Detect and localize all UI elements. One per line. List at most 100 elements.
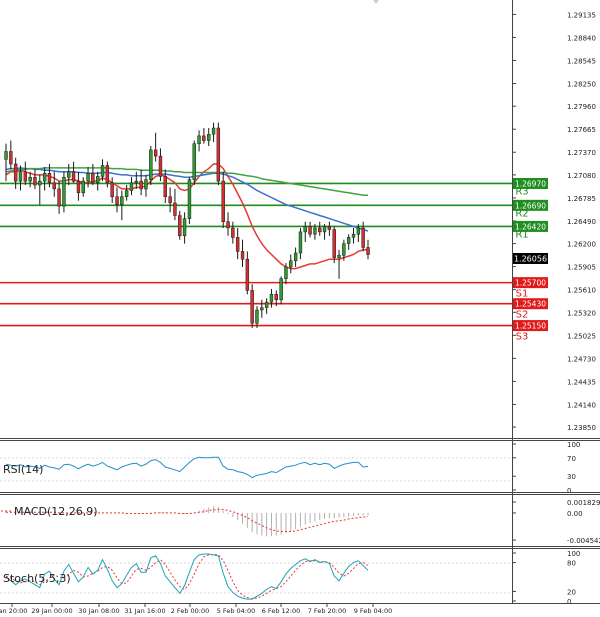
time-tick-label: Jan 20:00 <box>0 607 27 615</box>
price-tick-label: 1.25905 <box>567 264 596 272</box>
rsi-label: RSI(14) <box>3 463 43 476</box>
price-tick-label: 1.24730 <box>567 355 596 363</box>
level-tag-r3 <box>513 177 548 189</box>
price-tick-label: 1.25320 <box>567 309 596 317</box>
price-tick-label: 1.28840 <box>567 34 596 42</box>
time-tick-label: 31 Jan 16:00 <box>124 607 165 615</box>
candle-down <box>158 155 163 177</box>
candle-down <box>52 182 56 190</box>
level-tag-label-s1: 1.25700 <box>515 279 546 288</box>
pivot-levels: R3 R2 R1 S1 S2 S3 <box>0 182 529 343</box>
candle-up <box>28 176 32 182</box>
rsi-tick-label: 0 <box>567 487 571 495</box>
macd-signal-series <box>6 508 369 532</box>
level-name-s2: S2 <box>516 310 529 321</box>
candle-down <box>308 226 312 235</box>
stoch-tick-label: 80 <box>567 560 576 568</box>
macd-histogram-and-signal <box>5 506 369 537</box>
level-tag-label-s2: 1.25430 <box>515 300 546 309</box>
moving-average-line-1 <box>5 163 368 270</box>
main-price-panel: R3 R2 R1 S1 S2 S3 1.29135 1.28840 1.28545 1.2825… <box>0 11 596 432</box>
current-price-marker: 1.26056 <box>513 253 548 264</box>
price-axis: 1.29135 1.28840 1.28545 1.28250 1.27960 1.276… <box>512 11 596 432</box>
level-tag-s3 <box>513 320 548 332</box>
candle-down <box>153 149 158 157</box>
candlesticks <box>4 122 370 328</box>
candle-up <box>124 190 129 197</box>
macd-tick-label: -0.004542 <box>567 537 600 545</box>
candle-down <box>361 227 365 248</box>
candle-up <box>18 171 23 182</box>
price-tick-label: 1.25025 <box>567 332 596 340</box>
stoch-tick-label: 20 <box>567 588 576 596</box>
time-tick-label: 29 Jan 00:00 <box>31 607 72 615</box>
price-tick-label: 1.27665 <box>567 126 596 134</box>
candle-up <box>269 294 274 303</box>
moving-averages <box>5 163 369 270</box>
candle-up <box>351 233 356 238</box>
price-tick-label: 1.29135 <box>567 11 596 19</box>
candle-down <box>178 215 182 237</box>
level-name-s3: S3 <box>516 332 529 343</box>
macd-tick-label: 0.001829 <box>567 499 600 507</box>
price-tick-label: 1.28545 <box>567 58 596 66</box>
candle-down <box>332 229 336 258</box>
time-tick-label: 6 Feb 12:00 <box>262 607 301 615</box>
candle-down <box>274 294 278 301</box>
time-tick-label: 2 Feb 00:00 <box>171 607 210 615</box>
candle-up <box>313 227 317 235</box>
time-tick-label: 9 Feb 04:00 <box>354 607 393 615</box>
price-tick-label: 1.25610 <box>567 287 596 295</box>
candle-down <box>57 188 61 207</box>
candle-down <box>13 163 18 182</box>
candle-up <box>289 260 293 268</box>
candle-up <box>260 307 264 311</box>
candle-up <box>322 226 327 233</box>
candle-up <box>192 143 196 180</box>
candle-up <box>187 179 192 219</box>
price-tick-label: 1.26200 <box>567 241 596 249</box>
candle-up <box>207 134 211 141</box>
rsi-tick-label: 100 <box>567 441 580 449</box>
candle-up <box>120 196 124 205</box>
candle-up <box>337 255 341 258</box>
price-tick-label: 1.26785 <box>567 195 596 203</box>
stoch-panel: 100 80 20 0 Stoch(5,5,3) <box>0 550 580 606</box>
candle-up <box>264 301 269 308</box>
level-tag-label-r3: 1.26970 <box>515 179 546 188</box>
rsi-axis: 100 70 30 0 <box>512 441 580 495</box>
candle-down <box>115 196 119 205</box>
candle-up <box>96 176 100 183</box>
time-axis: Jan 20:00 29 Jan 00:00 30 Jan 08:00 31 Jan … <box>0 604 392 615</box>
rsi-series <box>5 456 369 479</box>
candle-up <box>42 173 47 182</box>
level-name-r2: R2 <box>515 208 528 219</box>
rsi-panel: 100 70 30 0 RSI(14) <box>0 441 580 495</box>
level-name-s1: S1 <box>516 289 529 300</box>
candle-up <box>298 231 303 254</box>
level-tag-label-r2: 1.26690 <box>515 201 546 210</box>
time-tick-label: 5 Feb 04:00 <box>217 607 256 615</box>
candle-down <box>235 237 240 252</box>
candle-down <box>245 258 250 291</box>
candle-up <box>284 266 288 279</box>
macd-panel: 0.001829 0.00 -0.004542 MACD(12,26,9) <box>1 499 600 545</box>
candle-up <box>211 127 216 135</box>
candle-down <box>47 173 52 183</box>
candle-down <box>216 127 221 182</box>
candle-down <box>327 226 332 230</box>
price-tick-label: 1.27080 <box>567 172 596 180</box>
candle-down <box>366 247 370 255</box>
candle-up <box>62 176 66 207</box>
candle-up <box>86 173 90 182</box>
stoch-label: Stoch(5,5,3) <box>3 572 71 585</box>
price-tick-label: 1.28250 <box>567 81 596 89</box>
macd-label: MACD(12,26,9) <box>14 505 98 518</box>
candle-down <box>250 290 254 324</box>
price-tick-label: 1.24435 <box>567 378 596 386</box>
candle-up <box>279 278 283 301</box>
price-tick-label: 1.27370 <box>567 149 596 157</box>
level-tag-s1 <box>513 277 548 289</box>
candle-up <box>129 182 134 191</box>
level-name-r1: R1 <box>515 229 528 240</box>
